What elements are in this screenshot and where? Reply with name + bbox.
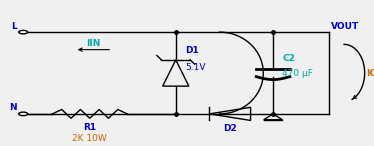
Text: L: L bbox=[11, 22, 17, 31]
Text: 470 μF: 470 μF bbox=[282, 68, 313, 78]
Text: R1: R1 bbox=[83, 123, 96, 132]
Text: IOUT: IOUT bbox=[367, 68, 374, 78]
Text: 5.1V: 5.1V bbox=[185, 63, 206, 72]
Text: C2: C2 bbox=[282, 54, 295, 63]
Text: VOUT: VOUT bbox=[331, 22, 359, 31]
Text: 2K 10W: 2K 10W bbox=[73, 134, 107, 143]
Text: D2: D2 bbox=[223, 124, 237, 133]
Text: D1: D1 bbox=[185, 46, 199, 55]
Text: IIN: IIN bbox=[86, 39, 101, 48]
Text: N: N bbox=[9, 103, 17, 112]
